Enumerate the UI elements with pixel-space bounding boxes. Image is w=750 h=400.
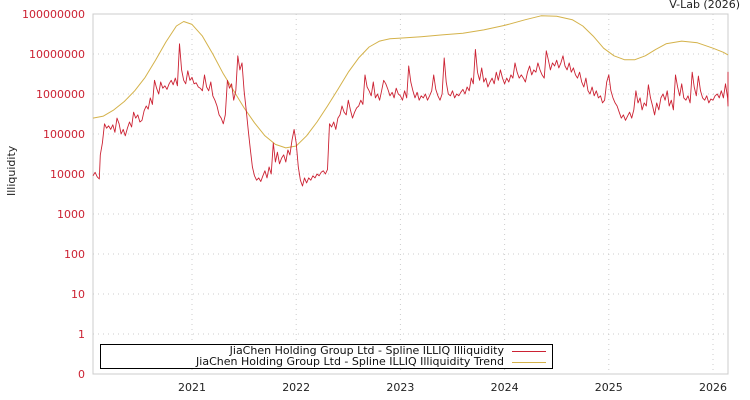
legend-item-trend: JiaChen Holding Group Ltd - Spline ILLIQ… [196, 356, 546, 368]
y-tick-label: 100000000 [22, 8, 85, 21]
y-axis-ticks: 1000000001000000010000001000001000010001… [22, 8, 85, 381]
y-tick-label: 10000 [50, 168, 85, 181]
x-axis-ticks: 2021 2022 2023 2024 2025 2026 [178, 381, 727, 394]
legend-swatch-red [512, 350, 546, 352]
credit-label: V-Lab (2026) [669, 0, 740, 11]
y-tick-label: 1 [78, 328, 85, 341]
legend: JiaChen Holding Group Ltd - Spline ILLIQ… [100, 344, 553, 369]
y-axis-label: Illiquidity [5, 145, 18, 196]
x-tick-label: 2024 [491, 381, 519, 394]
y-tick-label: 0 [78, 368, 85, 381]
x-tick-label: 2021 [178, 381, 206, 394]
y-tick-label: 10000000 [29, 48, 85, 61]
legend-label: JiaChen Holding Group Ltd - Spline ILLIQ… [196, 355, 504, 368]
y-tick-label: 1000 [57, 208, 85, 221]
illiquidity-line [92, 43, 729, 187]
gridlines [93, 14, 728, 374]
x-tick-label: 2025 [595, 381, 623, 394]
y-tick-label: 10 [71, 288, 85, 301]
y-tick-label: 100 [64, 248, 85, 261]
y-tick-label: 1000000 [36, 88, 85, 101]
plot-frame [92, 13, 729, 375]
series-lines [92, 15, 729, 187]
trend-line [92, 15, 729, 149]
legend-label: JiaChen Holding Group Ltd - Spline ILLIQ… [229, 344, 504, 357]
y-tick-label: 100000 [43, 128, 85, 141]
x-tick-label: 2023 [386, 381, 414, 394]
x-tick-label: 2022 [282, 381, 310, 394]
legend-swatch-gold [512, 361, 546, 363]
legend-item-illiquidity: JiaChen Holding Group Ltd - Spline ILLIQ… [230, 345, 546, 357]
x-tick-label: 2026 [699, 381, 727, 394]
